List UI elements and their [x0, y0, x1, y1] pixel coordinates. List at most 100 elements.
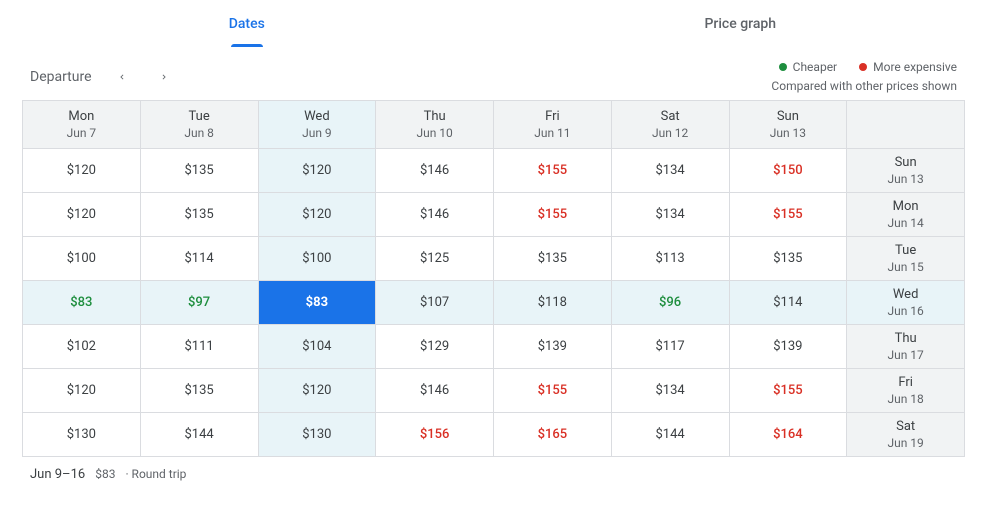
row-header-dow: Mon: [847, 198, 964, 216]
col-header: SunJun 13: [729, 101, 847, 149]
row-header: FriJun 18: [847, 369, 965, 413]
row-header-dow: Tue: [847, 242, 964, 260]
price-grid: MonJun 7TueJun 8WedJun 9ThuJun 10FriJun …: [22, 100, 965, 457]
prev-button[interactable]: [110, 65, 134, 89]
price-cell[interactable]: $134: [611, 193, 729, 237]
col-header-date: Jun 12: [612, 125, 729, 141]
price-cell[interactable]: $150: [729, 149, 847, 193]
col-header-dow: Tue: [141, 108, 258, 126]
footer-trip: · Round trip: [125, 467, 186, 481]
next-button[interactable]: [152, 65, 176, 89]
price-cell[interactable]: $117: [611, 325, 729, 369]
chevron-right-icon: [159, 72, 169, 82]
price-cell[interactable]: $120: [23, 193, 141, 237]
chevron-left-icon: [117, 72, 127, 82]
col-header: FriJun 11: [494, 101, 612, 149]
price-cell[interactable]: $130: [23, 413, 141, 457]
row-header-date: Jun 14: [847, 215, 964, 231]
price-cell[interactable]: $114: [729, 281, 847, 325]
price-cell[interactable]: $146: [376, 193, 494, 237]
grid-col-headers: MonJun 7TueJun 8WedJun 9ThuJun 10FriJun …: [23, 101, 965, 149]
tab-price-graph[interactable]: Price graph: [494, 0, 987, 47]
cheaper-dot: [779, 63, 787, 71]
price-cell[interactable]: $144: [611, 413, 729, 457]
price-cell[interactable]: $144: [140, 413, 258, 457]
footer-price: $83: [95, 467, 115, 481]
col-header-dow: Fri: [494, 108, 611, 126]
col-header-date: Jun 8: [141, 125, 258, 141]
price-cell[interactable]: $107: [376, 281, 494, 325]
col-header: SatJun 12: [611, 101, 729, 149]
price-cell[interactable]: $111: [140, 325, 258, 369]
col-header-date: Jun 10: [376, 125, 493, 141]
price-cell[interactable]: $146: [376, 369, 494, 413]
row-header-date: Jun 15: [847, 259, 964, 275]
row-header-date: Jun 17: [847, 347, 964, 363]
price-cell[interactable]: $156: [376, 413, 494, 457]
price-cell[interactable]: $100: [258, 237, 376, 281]
price-cell[interactable]: $129: [376, 325, 494, 369]
col-header-dow: Mon: [23, 108, 140, 126]
price-cell[interactable]: $125: [376, 237, 494, 281]
row-header: MonJun 14: [847, 193, 965, 237]
price-cell[interactable]: $83: [23, 281, 141, 325]
price-cell[interactable]: $120: [258, 193, 376, 237]
price-cell[interactable]: $135: [140, 193, 258, 237]
price-cell[interactable]: $100: [23, 237, 141, 281]
footer: Jun 9–16 $83 · Round trip: [0, 457, 987, 492]
price-cell[interactable]: $155: [494, 193, 612, 237]
tabs: Dates Price graph: [0, 0, 987, 48]
price-cell[interactable]: $165: [494, 413, 612, 457]
price-cell[interactable]: $135: [140, 149, 258, 193]
price-cell[interactable]: $120: [23, 369, 141, 413]
col-header-dow: Sun: [730, 108, 847, 126]
price-cell[interactable]: $146: [376, 149, 494, 193]
row-header: SunJun 13: [847, 149, 965, 193]
price-cell[interactable]: $135: [729, 237, 847, 281]
row-header-date: Jun 19: [847, 435, 964, 451]
price-cell[interactable]: $155: [494, 369, 612, 413]
col-header-empty: [847, 101, 965, 149]
price-cell[interactable]: $155: [729, 193, 847, 237]
price-grid-wrap: MonJun 7TueJun 8WedJun 9ThuJun 10FriJun …: [0, 100, 987, 457]
price-cell[interactable]: $139: [729, 325, 847, 369]
col-header: WedJun 9: [258, 101, 376, 149]
price-cell[interactable]: $120: [258, 369, 376, 413]
price-cell[interactable]: $135: [494, 237, 612, 281]
price-cell[interactable]: $139: [494, 325, 612, 369]
cheaper-label: Cheaper: [793, 58, 837, 77]
row-header-dow: Wed: [847, 286, 964, 304]
price-cell[interactable]: $155: [729, 369, 847, 413]
tab-dates[interactable]: Dates: [0, 0, 494, 47]
price-cell[interactable]: $130: [258, 413, 376, 457]
col-header-dow: Sat: [612, 108, 729, 126]
price-cell[interactable]: $113: [611, 237, 729, 281]
row-header-date: Jun 18: [847, 391, 964, 407]
row-header-dow: Sun: [847, 154, 964, 172]
row-header-dow: Fri: [847, 374, 964, 392]
price-cell[interactable]: $155: [494, 149, 612, 193]
row-header-date: Jun 13: [847, 171, 964, 187]
price-cell[interactable]: $97: [140, 281, 258, 325]
price-cell[interactable]: $134: [611, 149, 729, 193]
price-cell[interactable]: $164: [729, 413, 847, 457]
row-header: TueJun 15: [847, 237, 965, 281]
price-cell[interactable]: $102: [23, 325, 141, 369]
col-header-dow: Wed: [259, 108, 376, 126]
price-cell[interactable]: $114: [140, 237, 258, 281]
price-cell[interactable]: $118: [494, 281, 612, 325]
row-header: ThuJun 17: [847, 325, 965, 369]
departure-label: Departure: [30, 69, 92, 85]
col-header-date: Jun 13: [730, 125, 847, 141]
price-cell[interactable]: $120: [23, 149, 141, 193]
price-cell[interactable]: $120: [258, 149, 376, 193]
price-cell[interactable]: $83: [258, 281, 376, 325]
row-header: WedJun 16: [847, 281, 965, 325]
row-header-dow: Sat: [847, 418, 964, 436]
row-header-date: Jun 16: [847, 303, 964, 319]
price-cell[interactable]: $135: [140, 369, 258, 413]
price-cell[interactable]: $96: [611, 281, 729, 325]
price-cell[interactable]: $104: [258, 325, 376, 369]
price-cell[interactable]: $134: [611, 369, 729, 413]
footer-range: Jun 9–16: [30, 467, 85, 482]
